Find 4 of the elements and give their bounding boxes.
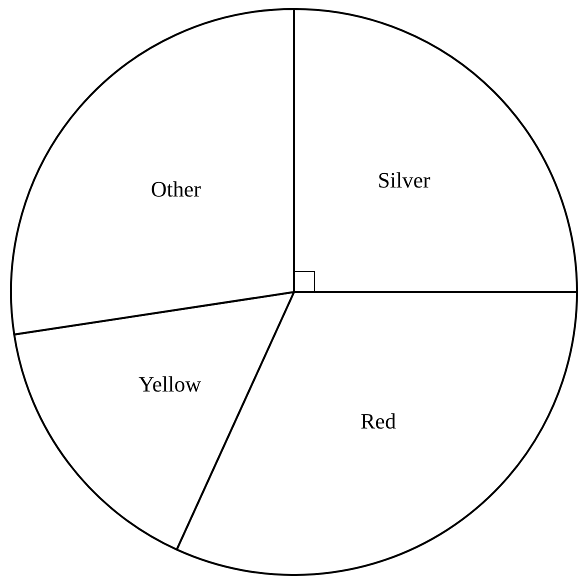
slice-label: Silver — [378, 168, 432, 193]
slice-label: Yellow — [138, 372, 202, 397]
slice-label: Other — [150, 176, 202, 202]
slice-label: Red — [360, 408, 396, 434]
